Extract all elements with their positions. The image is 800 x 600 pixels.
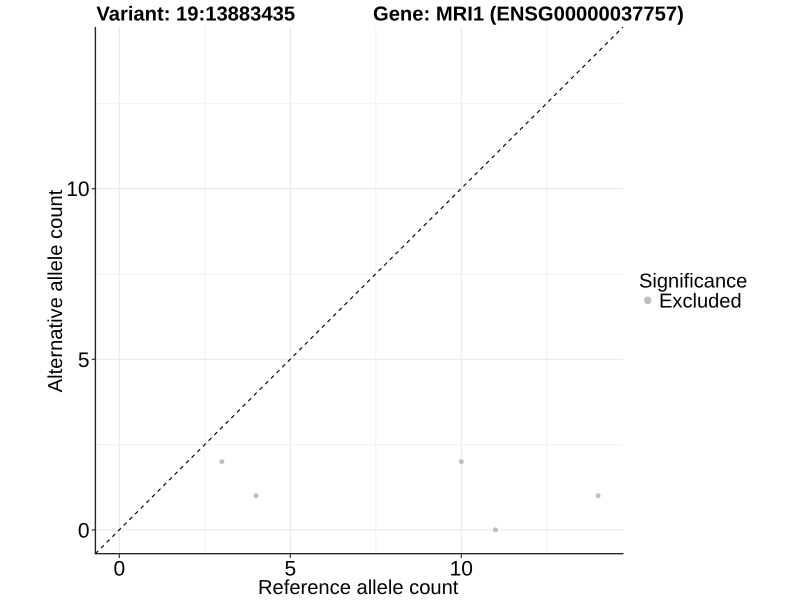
- svg-text:5: 5: [78, 349, 90, 372]
- svg-text:0: 0: [113, 558, 125, 581]
- svg-text:Significance: Significance: [639, 271, 747, 293]
- svg-text:0: 0: [78, 519, 90, 542]
- svg-text:5: 5: [284, 558, 296, 581]
- svg-text:Variant: 19:13883435: Variant: 19:13883435: [96, 4, 295, 26]
- svg-text:10: 10: [66, 178, 89, 201]
- svg-text:Alternative allele count: Alternative allele count: [45, 189, 67, 392]
- svg-text:Reference allele count: Reference allele count: [258, 577, 459, 599]
- svg-text:10: 10: [450, 558, 473, 581]
- svg-text:Excluded: Excluded: [659, 291, 742, 313]
- svg-text:Gene: MRI1 (ENSG00000037757): Gene: MRI1 (ENSG00000037757): [373, 4, 684, 26]
